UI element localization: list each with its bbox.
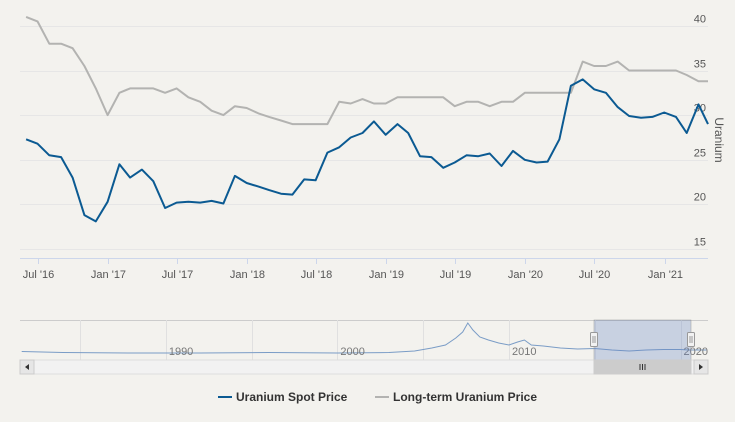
y-tick-label: 40 — [694, 14, 706, 26]
scrollbar-right-button[interactable] — [694, 360, 708, 374]
y-tick-label: 20 — [694, 192, 706, 204]
y-tick-label: 35 — [694, 59, 706, 71]
y-axis-label: Uranium — [712, 117, 726, 162]
navigator-year-label: 2010 — [512, 346, 536, 358]
x-tick-label: Jul '16 — [23, 269, 54, 281]
gridlines — [20, 27, 708, 250]
x-tick-label: Jan '21 — [648, 269, 683, 281]
y-tick-label: 15 — [694, 237, 706, 249]
x-axis-ticks: Jul '16 Jan '17 Jul '17 Jan '18 Jul '18 Jan '… — [23, 258, 683, 281]
x-tick-label: Jan '20 — [508, 269, 543, 281]
x-tick-label: Jul '17 — [162, 269, 193, 281]
legend: Uranium Spot Price Long-term Uranium Pric… — [218, 390, 537, 404]
navigator-year-label: 1990 — [169, 346, 193, 358]
x-tick-label: Jul '18 — [301, 269, 332, 281]
navigator-selected-range[interactable] — [594, 320, 691, 360]
scrollbar[interactable] — [20, 360, 708, 374]
legend-label: Long-term Uranium Price — [393, 390, 537, 404]
navigator-year-label: 2000 — [340, 346, 364, 358]
legend-item[interactable]: Long-term Uranium Price — [375, 390, 537, 404]
x-tick-label: Jul '20 — [579, 269, 610, 281]
x-tick-label: Jan '17 — [91, 269, 126, 281]
legend-item[interactable]: Uranium Spot Price — [218, 390, 348, 404]
x-tick-label: Jul '19 — [440, 269, 471, 281]
y-tick-label: 25 — [694, 148, 706, 160]
series-line — [26, 17, 708, 124]
navigator-left-handle[interactable] — [591, 333, 598, 347]
x-tick-label: Jan '18 — [230, 269, 265, 281]
x-tick-label: Jan '19 — [369, 269, 404, 281]
main-plot: Jul '16 Jan '17 Jul '17 Jan '18 Jul '18 Jan '… — [20, 14, 726, 282]
navigator-right-handle[interactable] — [688, 333, 695, 347]
scrollbar-left-button[interactable] — [20, 360, 34, 374]
series-group — [26, 17, 708, 222]
series-long-term-price — [26, 17, 708, 124]
legend-label: Uranium Spot Price — [236, 390, 348, 404]
